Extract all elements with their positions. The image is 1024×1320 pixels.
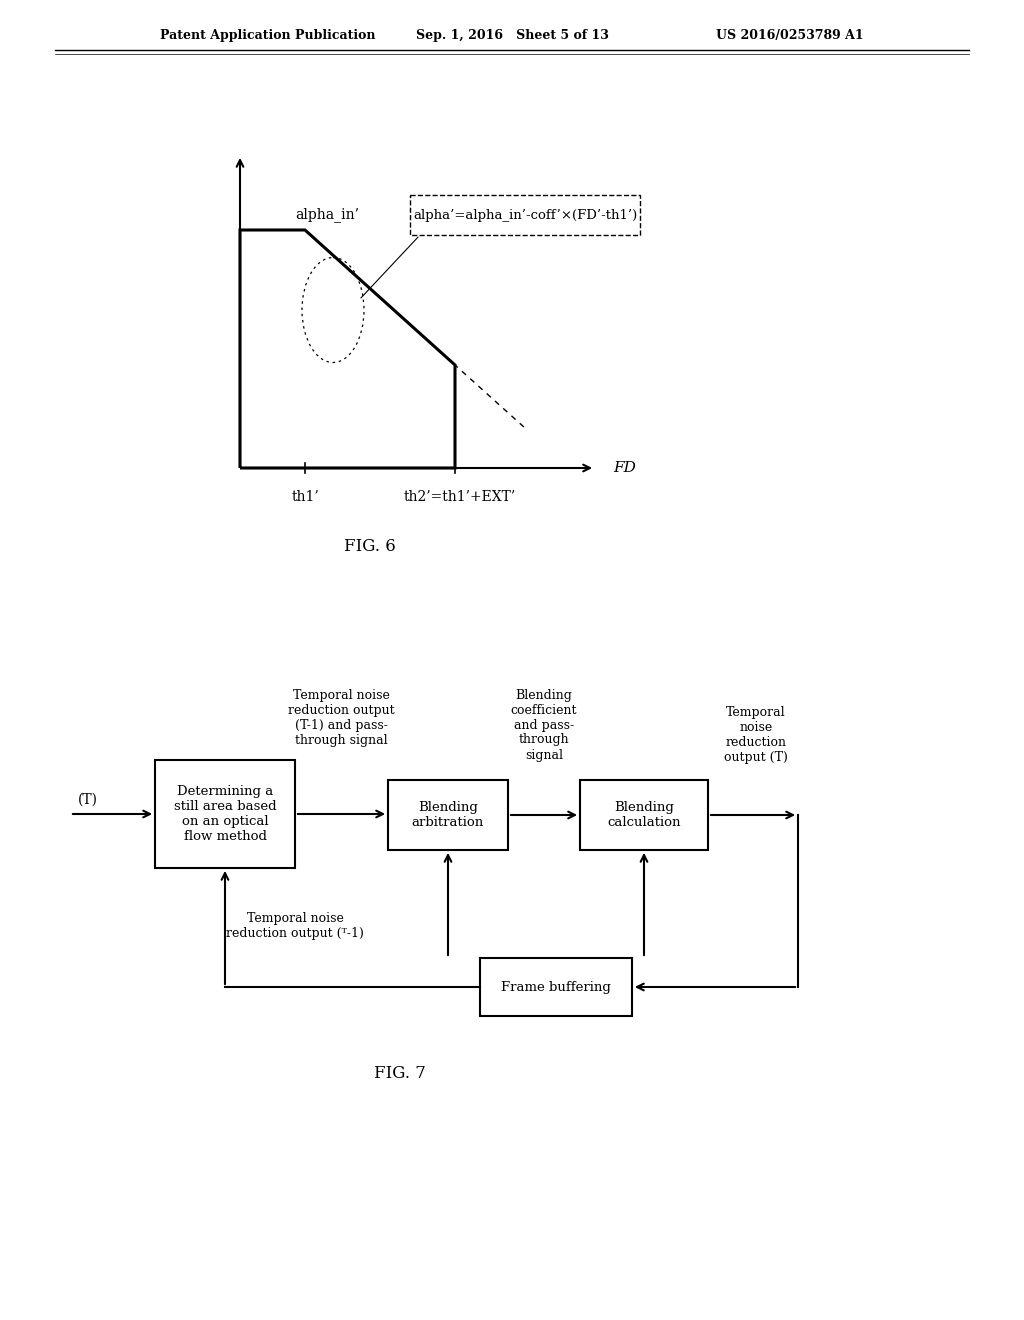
FancyBboxPatch shape xyxy=(580,780,708,850)
Text: Patent Application Publication: Patent Application Publication xyxy=(160,29,376,42)
Text: FIG. 6: FIG. 6 xyxy=(344,539,396,554)
Text: Temporal noise
reduction output (ᵀ-1): Temporal noise reduction output (ᵀ-1) xyxy=(226,912,364,940)
FancyBboxPatch shape xyxy=(410,195,640,235)
Text: alpha_in’: alpha_in’ xyxy=(295,207,359,222)
Text: Blending
arbitration: Blending arbitration xyxy=(412,801,484,829)
Text: Blending
calculation: Blending calculation xyxy=(607,801,681,829)
FancyBboxPatch shape xyxy=(388,780,508,850)
Text: (T): (T) xyxy=(78,793,98,807)
Text: th2’=th1’+EXT’: th2’=th1’+EXT’ xyxy=(403,490,516,504)
FancyBboxPatch shape xyxy=(480,958,632,1016)
Text: Determining a
still area based
on an optical
flow method: Determining a still area based on an opt… xyxy=(174,785,276,843)
Text: FIG. 7: FIG. 7 xyxy=(374,1065,426,1082)
FancyBboxPatch shape xyxy=(155,760,295,869)
Text: alpha’=alpha_in’-coff’×(FD’-th1’): alpha’=alpha_in’-coff’×(FD’-th1’) xyxy=(413,209,637,222)
Text: Frame buffering: Frame buffering xyxy=(501,981,611,994)
Text: US 2016/0253789 A1: US 2016/0253789 A1 xyxy=(717,29,864,42)
Text: FD: FD xyxy=(613,461,636,475)
Text: Sep. 1, 2016   Sheet 5 of 13: Sep. 1, 2016 Sheet 5 of 13 xyxy=(416,29,608,42)
Text: Temporal noise
reduction output
(T-1) and pass-
through signal: Temporal noise reduction output (T-1) an… xyxy=(288,689,395,747)
Text: Blending
coefficient
and pass-
through
signal: Blending coefficient and pass- through s… xyxy=(511,689,578,762)
Text: th1’: th1’ xyxy=(291,490,318,504)
Text: Temporal
noise
reduction
output (T): Temporal noise reduction output (T) xyxy=(724,706,787,764)
